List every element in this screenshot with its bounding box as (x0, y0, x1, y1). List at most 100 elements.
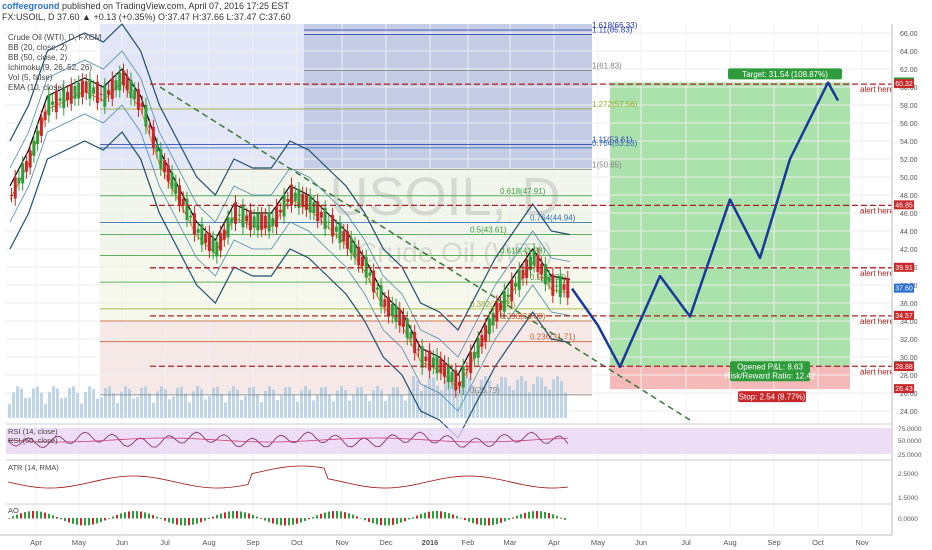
candle-body (219, 233, 223, 251)
volume-bar (128, 388, 131, 418)
y-tick-label: 24.00 (900, 409, 918, 416)
author-name[interactable]: coffeeground (2, 1, 60, 11)
volume-bar (520, 376, 523, 418)
watermark-symbol: USOIL, D (329, 167, 560, 227)
candle-body (551, 274, 555, 296)
bb-lower (9, 131, 571, 439)
candle-body (267, 212, 271, 232)
indicator-label[interactable]: Crude Oil (WTI), D, FXCM (8, 33, 102, 42)
candle-body (275, 206, 279, 228)
ao-bar (24, 512, 26, 519)
price-tag-label: 60.32 (895, 81, 913, 88)
volume-bar (352, 395, 355, 418)
x-tick-label: Oct (812, 538, 825, 547)
y-tick-label: 36.00 (900, 301, 918, 308)
candle-body (461, 366, 465, 388)
candle-body (357, 246, 361, 266)
bb-inner-lower (9, 104, 571, 412)
volume-bar (380, 390, 383, 418)
volume-bar (460, 384, 463, 418)
candle-body (387, 297, 391, 317)
price-tag-label: 46.85 (895, 202, 913, 209)
volume-bar (404, 400, 407, 418)
ao-bar (76, 518, 78, 525)
indicator-label[interactable]: Ichimoku (9, 26, 52, 26) (8, 63, 93, 72)
indicator-label[interactable]: BB (20, close, 2) (8, 43, 68, 52)
candle-body (472, 351, 476, 359)
ao-bar (388, 518, 390, 526)
candle-body (148, 125, 152, 128)
ao-bar (428, 511, 430, 519)
ao-bar (248, 513, 250, 519)
price-tag-bg (894, 79, 914, 89)
volume-bar (124, 386, 127, 418)
ao-bar (332, 511, 334, 519)
volume-bar (240, 399, 243, 418)
candle-body (304, 194, 308, 210)
candle-body (54, 90, 58, 113)
x-tick-label: 2016 (422, 538, 439, 547)
watermark-name: Crude Oil (WTI) (357, 237, 553, 268)
fib-level-label: 0.236(31.71) (530, 333, 576, 342)
x-tick-label: Jun (635, 538, 647, 547)
candle-body (316, 201, 320, 222)
candle-body (398, 309, 402, 326)
ao-bar (424, 512, 426, 519)
volume-bar (20, 388, 23, 418)
ao-bar (564, 518, 566, 520)
candle-body (390, 303, 394, 317)
ao-bar (244, 512, 246, 519)
candle-body (334, 226, 338, 232)
volume-bar (236, 389, 239, 418)
volume-bar (564, 392, 567, 418)
x-tick-label: Feb (462, 538, 475, 547)
volume-bar (456, 391, 459, 418)
ao-bar (324, 512, 326, 519)
price-tag-bg (894, 262, 914, 272)
ao-bar (260, 518, 262, 519)
candle-body (290, 184, 293, 206)
volume-bar (48, 392, 51, 418)
ao-bar (356, 516, 358, 519)
volume-bar (132, 398, 135, 418)
indicator-label[interactable]: Vol (5, false) (8, 73, 53, 82)
indicator-label[interactable]: BB (50, close, 2) (8, 53, 68, 62)
ao-bar (472, 518, 474, 524)
ao-bar (36, 511, 38, 519)
candle-body (536, 254, 540, 273)
candle-body (510, 279, 514, 302)
candle-body (163, 160, 167, 173)
volume-bar (232, 386, 235, 418)
ao-label: AO (8, 506, 19, 515)
volume-bar (64, 397, 67, 418)
atr-label: ATR (14, RMA) (8, 463, 59, 472)
volume-bar (468, 377, 471, 418)
ao-bar (504, 518, 506, 522)
volume-bar (112, 393, 115, 418)
ao-bar (156, 516, 158, 519)
x-tick-label: Jul (681, 538, 691, 547)
indicator-label[interactable]: EMA (10, close) (8, 83, 65, 92)
volume-bar (144, 386, 147, 418)
candle-body (342, 231, 346, 242)
projection-path (570, 81, 840, 369)
candle-body (308, 195, 312, 213)
ao-bar (44, 512, 46, 519)
volume-bar (80, 403, 83, 418)
candle-body (428, 350, 432, 371)
candle-body (487, 318, 491, 335)
volume-bar (88, 386, 91, 418)
volume-bar (204, 399, 207, 418)
candle-body (140, 102, 144, 108)
volume-bar (28, 397, 31, 418)
price-tag-label: 26.43 (895, 386, 913, 393)
y-tick-label: 56.00 (900, 121, 918, 128)
ao-bar (392, 518, 394, 525)
candle-body (349, 237, 353, 253)
atr-line (7, 465, 569, 489)
fib-level-label: 1.11(65.83) (592, 26, 633, 35)
volume-bar (260, 401, 263, 418)
candle-body (372, 270, 376, 293)
candle-body (43, 111, 47, 121)
